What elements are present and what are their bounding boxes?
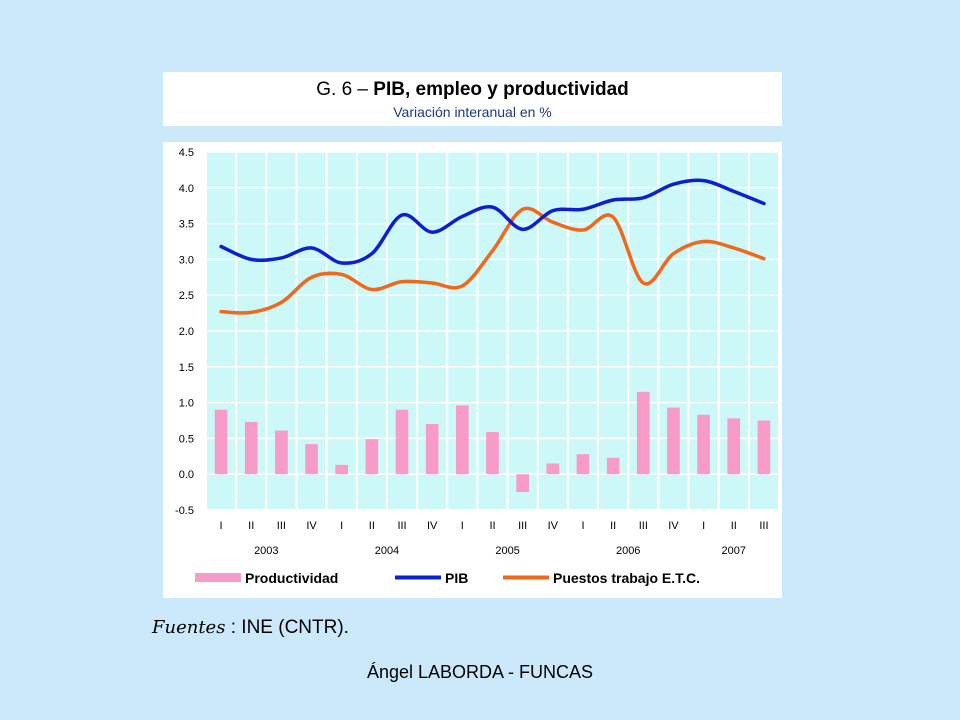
line-pib bbox=[219, 178, 766, 265]
bar-productividad bbox=[275, 430, 288, 475]
bar-productividad bbox=[335, 464, 349, 475]
y-tick-label: 0.0 bbox=[179, 469, 194, 481]
x-year-label: 2007 bbox=[722, 545, 746, 557]
x-tick-label: I bbox=[461, 520, 464, 532]
x-tick-label: IV bbox=[548, 520, 559, 532]
x-tick-label: II bbox=[731, 520, 737, 532]
x-tick-label: I bbox=[702, 520, 705, 532]
source-label: Fuentes bbox=[152, 617, 226, 638]
footer-credit: Ángel LABORDA - FUNCAS bbox=[366, 662, 594, 682]
legend-pib-label: PIB bbox=[445, 570, 468, 586]
bar-productividad bbox=[516, 474, 529, 493]
bar-productividad bbox=[244, 421, 258, 475]
x-tick-label: III bbox=[639, 520, 648, 532]
chart-title-main: PIB, empleo y productividad bbox=[373, 79, 629, 100]
x-tick-label: III bbox=[277, 520, 286, 532]
bar-productividad bbox=[576, 454, 590, 475]
bar-productividad bbox=[727, 418, 741, 475]
bar-productividad bbox=[365, 439, 379, 475]
bar-productividad bbox=[606, 457, 620, 475]
chart-title: G. 6 – PIB, empleo y productividad bbox=[163, 79, 782, 101]
line-empleo bbox=[219, 206, 766, 315]
legend-empleo-label: Puestos trabajo E.T.C. bbox=[553, 570, 700, 586]
x-tick-label: III bbox=[759, 520, 768, 532]
x-tick-label: III bbox=[397, 520, 406, 532]
bar-productividad bbox=[214, 409, 228, 475]
x-tick-label: III bbox=[518, 520, 527, 532]
y-tick-label: 3.5 bbox=[179, 219, 194, 231]
chart: -0.50.00.51.01.52.02.53.03.54.04.5I II III… bbox=[175, 147, 780, 586]
bar-productividad bbox=[305, 444, 318, 475]
x-tick-label: IV bbox=[427, 520, 438, 532]
legend: Productividad PIB Puestos trabajo E.T.C. bbox=[195, 570, 700, 586]
y-tick-label: 1.0 bbox=[179, 398, 194, 410]
x-tick-label: I bbox=[581, 520, 584, 532]
x-tick-label: I bbox=[340, 520, 343, 532]
bar-productividad bbox=[425, 424, 439, 475]
y-tick-label: 0.5 bbox=[179, 433, 194, 445]
x-tick-label: II bbox=[489, 520, 495, 532]
y-tick-label: 3.0 bbox=[179, 254, 194, 266]
x-tick-label: IV bbox=[306, 520, 317, 532]
x-tick-label: II bbox=[248, 520, 254, 532]
y-tick-label: -0.5 bbox=[175, 505, 194, 517]
grid-lines bbox=[205, 151, 780, 511]
x-year-label: 2006 bbox=[616, 545, 640, 557]
x-tick-label: II bbox=[610, 520, 616, 532]
y-tick-label: 4.5 bbox=[179, 147, 194, 159]
legend-productividad-swatch bbox=[195, 573, 241, 582]
bar-productividad bbox=[697, 414, 710, 475]
chart-panel: -0.5 0.0 0.5 1.0 1.5 2.0 2.5 3.0 3.5 4.0 4.5 I II III… bbox=[163, 142, 782, 598]
bar-productividad bbox=[456, 405, 469, 475]
bar-productividad bbox=[757, 420, 771, 475]
bar-productividad bbox=[395, 409, 409, 475]
x-tick-label: IV bbox=[668, 520, 679, 532]
x-year-label: 2003 bbox=[254, 545, 278, 557]
source-note: Fuentes : INE (CNTR). bbox=[152, 617, 349, 639]
chart-title-box: G. 6 – PIB, empleo y productividad Varia… bbox=[163, 72, 782, 126]
x-year-label: 2004 bbox=[375, 545, 399, 557]
source-text: : INE (CNTR). bbox=[225, 617, 349, 638]
x-tick-label: I bbox=[220, 520, 223, 532]
y-tick-label: 2.5 bbox=[179, 290, 194, 302]
chart-subtitle: Variación interanual en % bbox=[393, 104, 552, 120]
x-tick-label: II bbox=[369, 520, 375, 532]
bar-productividad bbox=[546, 463, 560, 475]
bar-productividad bbox=[486, 431, 499, 475]
bar-productividad bbox=[636, 391, 650, 475]
bar-productividad bbox=[667, 407, 680, 475]
y-tick-label: 1.5 bbox=[179, 362, 194, 374]
y-tick-label: 4.0 bbox=[179, 183, 194, 195]
legend-productividad-label: Productividad bbox=[245, 570, 338, 586]
chart-title-prefix: G. 6 – bbox=[316, 79, 374, 100]
y-tick-label: 2.0 bbox=[179, 326, 194, 338]
x-year-label: 2005 bbox=[495, 545, 519, 557]
